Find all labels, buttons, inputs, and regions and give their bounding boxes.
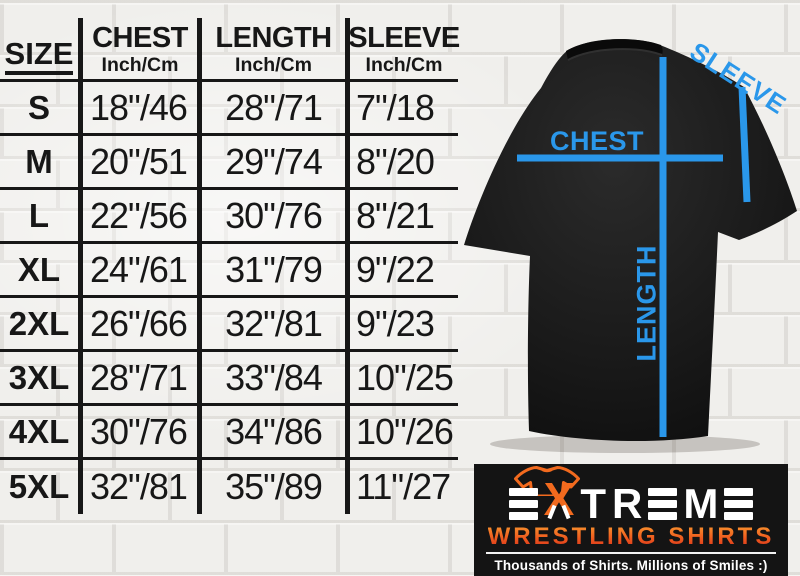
size-chart-table: SIZE CHEST Inch/Cm LENGTH Inch/Cm SLEEVE…	[0, 18, 460, 514]
letter-e-bars	[724, 488, 754, 520]
letter-x-accent: X	[543, 473, 575, 525]
length-unit-label: Inch/Cm	[235, 53, 312, 76]
chest-cell: 30"/76	[83, 406, 202, 460]
length-cell: 29"/74	[202, 136, 350, 190]
brand-name-extreme: X T R M	[508, 473, 754, 527]
size-cell: 2XL	[0, 298, 83, 352]
size-cell: 5XL	[0, 460, 83, 514]
size-cell: L	[0, 190, 83, 244]
letter-e-bars	[648, 488, 678, 520]
collar	[566, 39, 663, 60]
chest-column-header: CHEST Inch/Cm	[83, 18, 202, 82]
brand-letter: M	[683, 480, 719, 527]
sleeve-cell: 10"/25	[350, 352, 458, 406]
length-cell: 35"/89	[202, 460, 350, 514]
size-header-label: SIZE	[4, 38, 74, 75]
chest-cell: 32"/81	[83, 460, 202, 514]
length-cell: 28"/71	[202, 82, 350, 136]
size-cell: 3XL	[0, 352, 83, 406]
length-cell: 30"/76	[202, 190, 350, 244]
sleeve-cell: 11"/27	[356, 466, 451, 507]
tshirt-body	[464, 39, 797, 442]
brand-letter: T	[580, 480, 606, 527]
sleeve-cell: 7"/18	[350, 82, 458, 136]
chest-cell: 20"/51	[83, 136, 202, 190]
chest-header-label: CHEST	[92, 21, 188, 54]
letter-e-bars	[508, 488, 538, 520]
sleeve-measure-line	[738, 86, 751, 203]
chest-cell: 22"/56	[83, 190, 202, 244]
length-column-header: LENGTH Inch/Cm	[202, 18, 350, 82]
sleeve-cell: 8"/21	[350, 190, 458, 244]
chest-unit-label: Inch/Cm	[101, 53, 179, 76]
chest-cell: 18"/46	[83, 82, 202, 136]
collar-seam	[567, 48, 663, 61]
sleeve-header-label: SLEEVE	[348, 21, 460, 54]
size-column-header: SIZE	[0, 18, 83, 82]
brand-name-wrestling-shirts: WRESTLING SHIRTS	[487, 523, 775, 550]
size-cell: S	[0, 82, 83, 136]
brand-logo: X T R M WRESTLING SHIRTS Thousands of Sh…	[474, 464, 788, 576]
length-header-label: LENGTH	[215, 21, 332, 54]
sleeve-cell: 9"/22	[350, 244, 458, 298]
length-cell: 31"/79	[202, 244, 350, 298]
sleeve-cell: 10"/26	[350, 406, 458, 460]
sleeve-column-header: SLEEVE Inch/Cm	[348, 18, 460, 82]
length-cell: 32"/81	[202, 298, 350, 352]
logo-divider	[486, 552, 776, 554]
length-cell: 34"/86	[202, 406, 350, 460]
brand-letter: R	[612, 480, 643, 527]
size-cell: M	[0, 136, 83, 190]
size-cell: 4XL	[0, 406, 83, 460]
brand-tagline: Thousands of Shirts. Millions of Smiles …	[494, 558, 768, 573]
length-measure-label: LENGTH	[631, 244, 662, 362]
chest-measure-label: CHEST	[550, 126, 645, 156]
tshirt-image	[464, 39, 797, 453]
chest-cell: 28"/71	[83, 352, 202, 406]
chest-cell: 26"/66	[83, 298, 202, 352]
tshirt-diagram: CHEST LENGTH SLEEVE	[455, 0, 800, 465]
sleeve-cell: 8"/20	[350, 136, 458, 190]
chest-cell: 24"/61	[83, 244, 202, 298]
shirt-shadow	[490, 435, 760, 453]
size-cell: XL	[0, 244, 83, 298]
length-cell: 33"/84	[202, 352, 350, 406]
sleeve-unit-label: Inch/Cm	[365, 53, 443, 76]
sleeve-cell: 9"/23	[350, 298, 458, 352]
